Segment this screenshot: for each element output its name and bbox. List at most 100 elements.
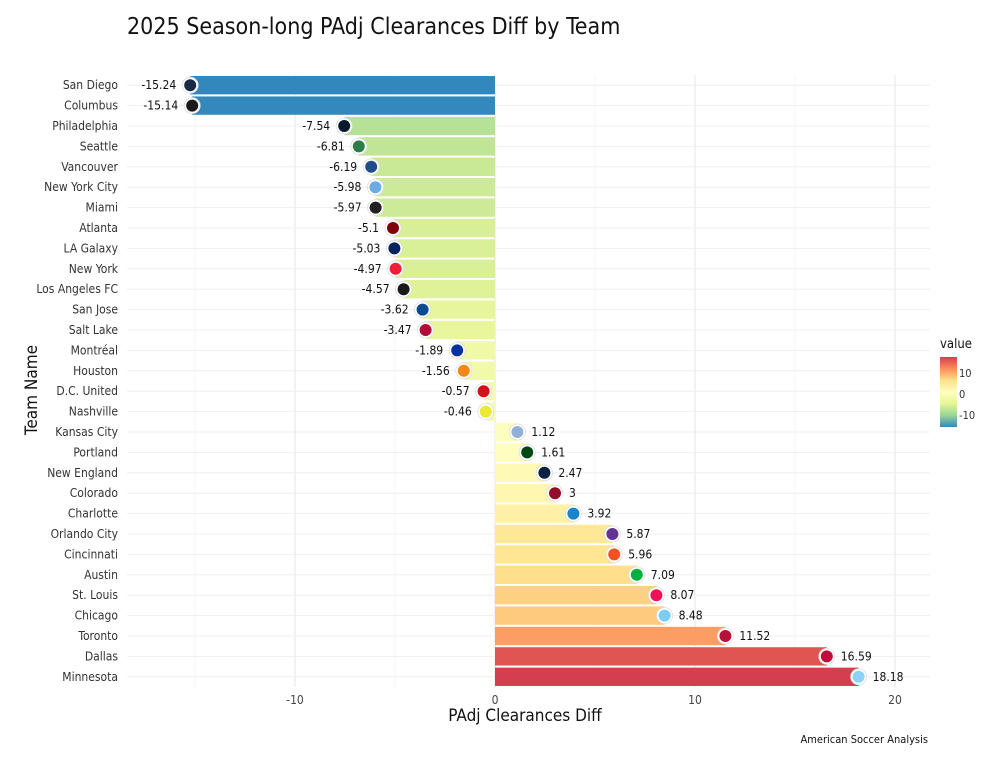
legend-tick-label: -10 bbox=[959, 409, 976, 423]
team-logo-icon-inner bbox=[511, 426, 524, 438]
data-label: 16.59 bbox=[841, 649, 872, 663]
bar-miami bbox=[375, 198, 495, 217]
y-axis-label: Team Name bbox=[22, 344, 42, 436]
y-tick-label: Nashville bbox=[69, 405, 119, 419]
y-tick-label: Dallas bbox=[85, 649, 119, 663]
team-logo-icon-inner bbox=[369, 181, 382, 194]
data-label: -4.97 bbox=[354, 262, 382, 276]
data-label: -5.1 bbox=[358, 221, 379, 235]
y-tick-label: Orlando City bbox=[51, 527, 119, 541]
data-label: 5.87 bbox=[626, 527, 650, 541]
bar-philadelphia bbox=[344, 116, 495, 136]
y-tick-label: Montréal bbox=[71, 343, 118, 357]
y-tick-label: San Diego bbox=[63, 78, 119, 92]
y-tick-label: Colorado bbox=[70, 486, 119, 500]
bar-toronto bbox=[495, 626, 726, 646]
data-label: 3.92 bbox=[587, 507, 611, 521]
y-tick-label: Philadelphia bbox=[52, 119, 118, 133]
team-logo-icon-inner bbox=[451, 344, 464, 357]
bar-montr-al bbox=[457, 341, 495, 360]
y-tick-label: Minnesota bbox=[62, 670, 118, 684]
y-tick-label: Kansas City bbox=[55, 425, 118, 439]
data-label: 1.12 bbox=[531, 425, 555, 439]
data-label: 8.07 bbox=[670, 588, 694, 602]
team-logo-icon-inner bbox=[184, 79, 197, 92]
bar-orlando-city bbox=[495, 524, 613, 544]
bar-austin bbox=[495, 565, 637, 584]
bar-san-diego bbox=[190, 76, 495, 95]
team-logo-icon-inner bbox=[650, 589, 663, 602]
y-tick-label: Columbus bbox=[64, 99, 118, 113]
team-logo-icon-inner bbox=[389, 262, 402, 275]
legend-title: value bbox=[940, 337, 972, 352]
y-tick-label: Atlanta bbox=[79, 221, 118, 235]
y-tick-label: LA Galaxy bbox=[64, 241, 119, 255]
data-label: 8.48 bbox=[679, 609, 703, 623]
team-logo-icon-inner bbox=[820, 650, 833, 663]
y-tick-label: Los Angeles FC bbox=[36, 282, 118, 296]
bar-la-galaxy bbox=[394, 239, 495, 258]
team-logo-icon-inner bbox=[606, 528, 619, 540]
team-logo-icon-inner bbox=[419, 324, 432, 336]
data-label: -15.14 bbox=[143, 99, 178, 113]
bar-los-angeles-fc bbox=[403, 280, 495, 299]
data-label: -5.98 bbox=[333, 180, 361, 194]
bar-minnesota bbox=[495, 667, 859, 686]
team-logo-icon-inner bbox=[549, 487, 561, 500]
team-logo-icon-inner bbox=[608, 548, 621, 561]
y-tick-label: Salt Lake bbox=[69, 323, 119, 337]
color-legend: value 10 0 -10 bbox=[940, 337, 990, 427]
bar-new-york bbox=[395, 259, 495, 278]
team-logo-icon-inner bbox=[567, 507, 580, 520]
bar-vancouver bbox=[371, 157, 495, 176]
bar-chicago bbox=[495, 606, 665, 625]
data-label: 18.18 bbox=[873, 670, 904, 684]
team-logo-icon-inner bbox=[397, 283, 410, 296]
bar-atlanta bbox=[393, 218, 495, 238]
data-label: 11.52 bbox=[739, 629, 770, 643]
team-logo-icon-inner bbox=[630, 568, 643, 581]
data-label: -5.03 bbox=[352, 241, 380, 255]
data-label: -3.47 bbox=[384, 323, 412, 337]
bar-san-jose bbox=[422, 300, 495, 319]
y-tick-label: New York City bbox=[44, 180, 118, 194]
y-tick-label: San Jose bbox=[72, 303, 118, 317]
legend-colorbar bbox=[940, 357, 957, 427]
y-tick-label: New York bbox=[69, 262, 119, 276]
team-logo-icon-inner bbox=[477, 385, 490, 398]
labels: San Diego -15.24 Columbus -15.14 Philadelphi… bbox=[36, 76, 904, 707]
x-tick-label: -10 bbox=[286, 693, 304, 707]
legend-tick-label: 10 bbox=[959, 367, 972, 381]
y-tick-label: Austin bbox=[84, 568, 118, 582]
x-axis-label: PAdj Clearances Diff bbox=[448, 706, 602, 726]
team-logo-icon-inner bbox=[387, 222, 399, 234]
bar-st-louis bbox=[495, 586, 657, 605]
y-tick-label: Vancouver bbox=[61, 160, 118, 174]
data-label: 1.61 bbox=[541, 445, 565, 459]
bar-houston bbox=[463, 361, 495, 380]
team-logo-icon-inner bbox=[852, 670, 865, 683]
team-logo-icon-inner bbox=[479, 405, 492, 418]
y-tick-label: Cincinnati bbox=[64, 547, 118, 561]
team-logo-icon-inner bbox=[365, 160, 378, 173]
data-label: -0.46 bbox=[444, 405, 472, 419]
chart-caption: American Soccer Analysis bbox=[800, 733, 928, 746]
chart-title: 2025 Season-long PAdj Clearances Diff by… bbox=[127, 14, 621, 40]
y-tick-label: St. Louis bbox=[72, 588, 118, 602]
x-tick-label: 10 bbox=[688, 693, 702, 707]
team-logo-icon-inner bbox=[719, 630, 732, 642]
data-label: -1.89 bbox=[415, 343, 443, 357]
data-label: 2.47 bbox=[558, 466, 582, 480]
data-label: -0.57 bbox=[442, 384, 470, 398]
bar-seattle bbox=[358, 137, 495, 156]
y-tick-label: Seattle bbox=[80, 139, 119, 153]
y-tick-label: Charlotte bbox=[68, 507, 119, 521]
data-label: -6.19 bbox=[329, 160, 357, 174]
y-tick-label: Houston bbox=[73, 364, 118, 378]
bar-colorado bbox=[495, 484, 555, 503]
y-tick-label: New England bbox=[47, 466, 118, 480]
bar-salt-lake bbox=[425, 320, 495, 340]
bars bbox=[190, 76, 859, 686]
data-label: -1.56 bbox=[422, 364, 450, 378]
